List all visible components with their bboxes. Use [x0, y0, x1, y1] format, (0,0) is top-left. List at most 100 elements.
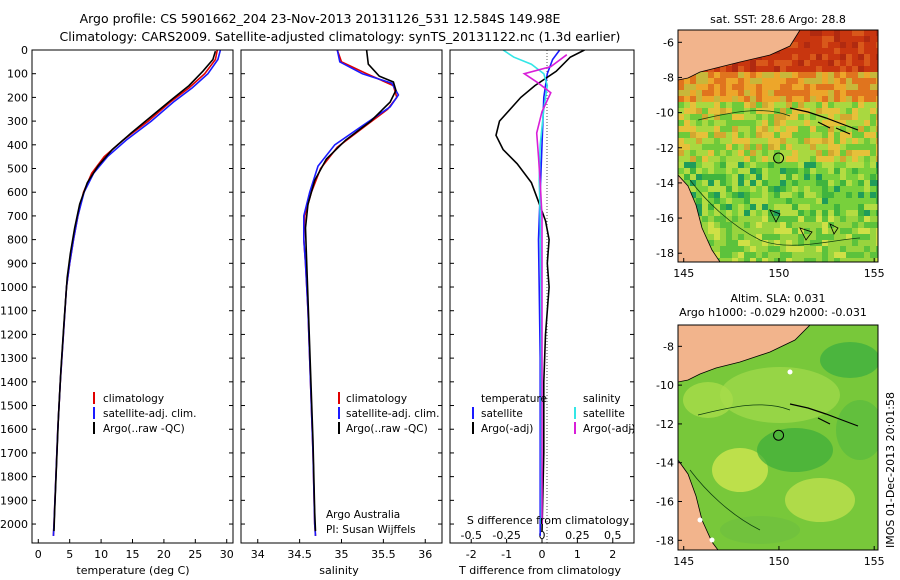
depth-tick-label: 600: [7, 186, 28, 199]
sst-cell: [852, 192, 858, 198]
sst-cell: [714, 192, 720, 198]
sst-cell: [804, 240, 810, 246]
sst-cell: [858, 36, 864, 42]
sst-cell: [828, 42, 834, 48]
sst-cell: [768, 258, 774, 262]
sst-cell: [744, 204, 750, 210]
sst-cell: [714, 90, 720, 96]
sst-cell: [768, 78, 774, 84]
sst-cell: [744, 144, 750, 150]
sst-cell: [798, 114, 804, 120]
reef-contour: [689, 110, 861, 246]
sst-cell: [804, 180, 810, 186]
sst-cell: [846, 186, 852, 192]
sst-cell: [708, 162, 714, 168]
sst-cell: [846, 60, 852, 66]
sst-cell: [762, 114, 768, 120]
sst-cell: [792, 246, 798, 252]
sst-cell: [864, 156, 870, 162]
sst-cell: [780, 78, 786, 84]
sst-cell: [762, 102, 768, 108]
sst-cell: [786, 180, 792, 186]
depth-tick-label: 1700: [0, 447, 28, 460]
sst-cell: [810, 168, 816, 174]
sla-blobs: [683, 342, 878, 544]
sst-cell: [840, 228, 846, 234]
sst-cell: [750, 234, 756, 240]
sst-cell: [768, 180, 774, 186]
sst-cell: [864, 60, 870, 66]
sst-cell: [810, 186, 816, 192]
sst-cell: [732, 168, 738, 174]
sst-cell: [774, 102, 780, 108]
sst-cell: [840, 36, 846, 42]
sst-cell: [756, 222, 762, 228]
sst-cell: [804, 186, 810, 192]
sst-cell: [678, 150, 684, 156]
sst-cell: [774, 60, 780, 66]
sst-cell: [870, 216, 876, 222]
island-chain: [789, 107, 859, 135]
sst-cell: [804, 156, 810, 162]
sst-cell: [768, 60, 774, 66]
sst-latitude-ticks: -6 -8 -10 -12 -14 -16 -18: [656, 36, 682, 260]
sst-cell: [702, 150, 708, 156]
sst-cell: [810, 174, 816, 180]
sst-cell: [756, 204, 762, 210]
sst-cell: [720, 252, 726, 258]
sst-cell: [828, 108, 834, 114]
sst-cell: [756, 90, 762, 96]
s-tick-label: 0.5: [604, 529, 622, 542]
legend-title-temperature: temperature: [481, 393, 547, 405]
sst-cell: [678, 138, 684, 144]
sst-cell: [846, 222, 852, 228]
sst-cell: [768, 138, 774, 144]
sst-cell: [816, 132, 822, 138]
sst-cell: [762, 174, 768, 180]
lon-tick-label: 155: [864, 555, 885, 568]
sst-cell: [846, 144, 852, 150]
sst-cell: [822, 84, 828, 90]
sst-cell: [714, 132, 720, 138]
sst-cell: [840, 216, 846, 222]
sst-cell: [756, 144, 762, 150]
sst-cell: [810, 138, 816, 144]
sst-cell: [804, 78, 810, 84]
sst-cell: [768, 144, 774, 150]
sst-cell: [684, 84, 690, 90]
depth-tick-label: 1300: [0, 352, 28, 365]
sst-cell: [768, 174, 774, 180]
sst-cell: [798, 168, 804, 174]
sst-cell: [870, 228, 876, 234]
sst-cell: [696, 156, 702, 162]
sst-cell: [798, 258, 804, 262]
sst-cell: [816, 192, 822, 198]
sst-cell: [780, 228, 786, 234]
sst-cell: [786, 246, 792, 252]
sst-cell: [696, 186, 702, 192]
sst-cell: [846, 174, 852, 180]
sst-cell: [738, 198, 744, 204]
sst-cell: [738, 120, 744, 126]
sst-cell: [726, 258, 732, 262]
sst-cell: [864, 180, 870, 186]
sst-cell: [798, 150, 804, 156]
sst-cell: [762, 60, 768, 66]
sst-cell: [798, 252, 804, 258]
sst-cell: [750, 198, 756, 204]
sst-cell: [834, 156, 840, 162]
sst-cell: [708, 240, 714, 246]
sst-cell: [792, 180, 798, 186]
sst-cell: [870, 72, 876, 78]
sst-cell: [738, 150, 744, 156]
sst-cell: [852, 150, 858, 156]
sst-cell: [690, 102, 696, 108]
x-tick-label: 0: [35, 548, 42, 561]
sst-cell: [846, 84, 852, 90]
sst-cell: [774, 198, 780, 204]
sst-cell: [780, 198, 786, 204]
sst-cell: [714, 120, 720, 126]
legend-label-s-satellite: satellite: [583, 408, 625, 420]
sst-cell: [810, 228, 816, 234]
sst-cell: [714, 96, 720, 102]
